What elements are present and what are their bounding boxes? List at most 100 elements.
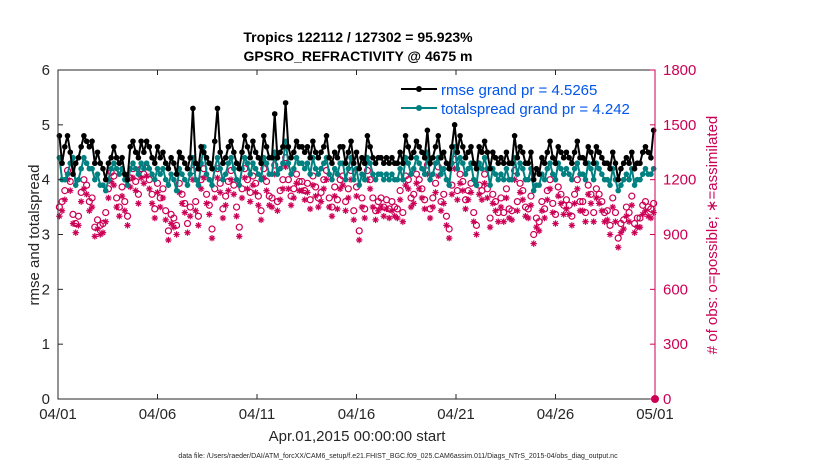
rmse-point (451, 122, 458, 128)
rmse-point (626, 160, 632, 167)
rmse-point (233, 160, 240, 167)
obs-possible-marker (393, 205, 401, 213)
obs-possible-marker (570, 190, 579, 198)
asterisk-stroke (394, 215, 401, 221)
obs-possible-marker (431, 179, 440, 187)
asterisk-stroke (591, 219, 597, 225)
rmse-point (563, 149, 570, 156)
rmse-point (261, 133, 267, 139)
totalspread-point (94, 171, 101, 177)
rmse-point (214, 105, 221, 112)
asterisk-stroke (212, 195, 218, 201)
obs-possible-marker (650, 199, 658, 208)
asterisk-stroke (588, 200, 594, 207)
obs-assimilated-marker (345, 194, 352, 202)
rmse-point (171, 160, 177, 167)
rmse-point (525, 160, 532, 167)
totalspread-point (135, 171, 142, 177)
totalspread-point (487, 182, 493, 188)
rmse-point (405, 143, 412, 150)
obs-possible-marker (647, 205, 655, 213)
totalspread-point (168, 171, 174, 177)
rmse-point (291, 149, 297, 156)
asterisk-stroke (533, 224, 540, 230)
obs-possible-marker (186, 203, 194, 211)
totalspread-point (113, 165, 120, 172)
obs-possible-marker (110, 172, 118, 180)
obs-assimilated-marker (236, 233, 243, 240)
rmse-point (92, 160, 98, 167)
totalspread-point (157, 171, 164, 177)
asterisk-stroke (165, 237, 172, 243)
obs-possible-marker (118, 183, 126, 191)
obs-possible-marker (162, 207, 170, 215)
obs-possible-marker (418, 185, 426, 193)
obs-assimilated-marker (544, 196, 551, 203)
rmse-point (615, 176, 621, 183)
x-tick-label: 05/01 (636, 406, 674, 423)
totalspread-point (599, 171, 605, 177)
rmse-point (462, 154, 469, 161)
rmse-point (162, 160, 169, 167)
rmse-point (517, 143, 523, 150)
asterisk-stroke (476, 191, 482, 197)
rmse-point (269, 154, 275, 161)
totalspread-point (563, 165, 570, 172)
obs-possible-marker (232, 203, 241, 211)
obs-assimilated-marker (99, 229, 107, 236)
rmse-point (424, 127, 431, 134)
rmse-point (105, 160, 112, 167)
totalspread-point (64, 171, 71, 177)
totalspread-point (209, 182, 215, 188)
totalspread-point (269, 171, 275, 177)
rmse-point (533, 165, 540, 172)
totalspread-point (394, 176, 401, 183)
asterisk-stroke (184, 230, 191, 236)
asterisk-stroke (334, 206, 341, 212)
x-tick-label: 04/01 (39, 406, 77, 423)
rmse-point (62, 143, 68, 150)
obs-possible-marker (470, 208, 478, 217)
obs-possible-marker (306, 196, 314, 204)
rmse-point (203, 154, 210, 161)
totalspread-point (320, 160, 327, 167)
totalspread-point (255, 171, 262, 177)
asterisk-stroke (307, 206, 313, 212)
totalspread-point (111, 160, 117, 167)
rmse-point (427, 160, 433, 167)
totalspread-point (307, 171, 313, 177)
asterisk-stroke (239, 195, 245, 201)
totalspread-point (160, 165, 166, 172)
rmse-point (503, 149, 510, 156)
totalspread-point (203, 171, 210, 177)
obs-assimilated-marker (473, 231, 480, 238)
obs-assimilated-marker (208, 234, 216, 242)
obs-possible-marker (630, 219, 639, 228)
y-left-tick-label: 0 (42, 391, 50, 408)
totalspread-point (427, 176, 433, 183)
asterisk-stroke (487, 224, 493, 230)
asterisk-stroke (454, 197, 461, 203)
x-tick-label: 04/26 (537, 406, 575, 423)
obs-possible-marker (314, 194, 322, 202)
rmse-point (225, 143, 232, 150)
obs-possible-marker (328, 203, 336, 211)
rmse-point (86, 143, 93, 150)
totalspread-point (457, 154, 463, 161)
obs-possible-marker (123, 212, 132, 220)
rmse-point (544, 149, 551, 156)
obs-possible-marker (295, 177, 303, 186)
totalspread-point (75, 176, 82, 183)
rmse-point (569, 160, 575, 167)
rmse-point (468, 143, 474, 150)
obs-assimilated-marker (328, 213, 336, 220)
obs-assimilated-marker (86, 207, 93, 214)
totalspread-point (590, 176, 597, 183)
asterisk-stroke (593, 195, 600, 201)
asterisk-stroke (59, 208, 65, 214)
obs-possible-marker (461, 196, 470, 204)
totalspread-point (277, 165, 283, 172)
obs-assimilated-marker (448, 191, 456, 198)
obs-possible-marker (350, 207, 358, 215)
asterisk-stroke (623, 213, 630, 219)
